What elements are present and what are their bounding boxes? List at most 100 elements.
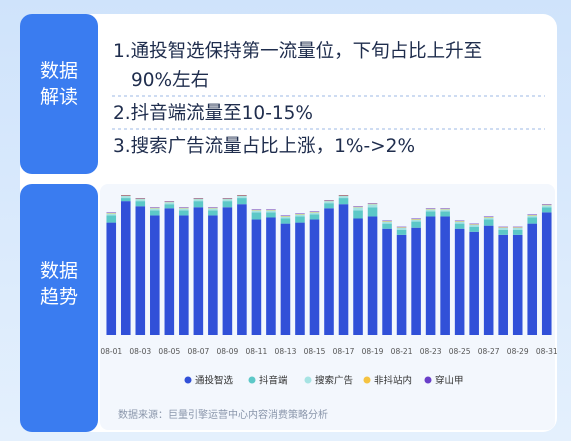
legend-swatch [304,376,312,384]
bar-segment [179,208,189,211]
bar-segment [150,207,160,209]
bar-segment [440,216,450,335]
bar-segment [179,207,189,208]
bar-segment [425,208,436,210]
bar-segment [454,220,465,222]
bar-segment [309,219,320,335]
bar-segment [338,195,349,197]
bar-segment [440,208,450,209]
bar-segment [440,208,450,210]
section-label: 趋势 [40,286,78,308]
x-tick-label: 08-17 [333,347,355,356]
bar-segment [324,201,334,204]
x-tick-label: 08-05 [158,347,180,356]
legend-label: 抖音端 [259,375,288,387]
bar-segment [353,206,363,207]
bar-segment [266,217,276,335]
x-tick-label: 08-07 [187,347,209,356]
bar-segment [280,215,291,217]
section-label: 解读 [40,86,78,108]
x-tick-label: 08-19 [362,347,384,356]
bar-segment [541,207,552,213]
bar-segment [309,212,320,215]
x-tick-label: 08-13 [275,347,297,356]
text-line: 2.抖音端流量至10-15% [113,103,313,124]
x-tick-label: 08-11 [246,347,268,356]
bar-segment [164,201,175,202]
bar-segment [367,216,378,335]
bar-segment [237,195,247,196]
bar-segment [367,204,378,208]
x-tick-label: 08-23 [420,347,442,356]
bar-segment [295,213,305,214]
text-line: 3.搜索广告流量占比上涨，1%->2% [113,136,415,157]
bar-segment [411,219,421,220]
section-label: 数据 [40,260,78,282]
bar-segment [280,215,291,216]
bar-segment [222,207,233,335]
bar-segment [164,202,175,205]
text-line: 90%左右 [131,70,209,91]
source-note: 数据来源：巨量引擎运营中心内容消费策略分析 [118,408,328,421]
bar-segment [222,201,233,208]
bar-segment [483,216,494,218]
bar-segment [541,204,552,205]
bar-segment [338,198,349,205]
bar-segment [353,218,363,335]
bar-segment [208,210,218,216]
bar-segment [237,195,247,197]
bar-segment [150,215,160,335]
bar-segment [512,227,523,228]
bar-segment [106,222,117,335]
bar-segment [324,200,334,201]
bar-segment [338,196,349,199]
legend-label: 通投智选 [195,375,234,387]
section-label: 数据 [40,60,78,82]
bar-segment [193,198,204,200]
bar-segment [382,221,392,222]
x-tick-label: 08-31 [536,347,558,356]
bar-segment [164,204,175,209]
bar-segment [527,223,538,335]
bar-segment [266,210,276,213]
bar-segment [135,201,146,207]
bar-segment [237,198,247,205]
x-tick-label: 08-29 [507,347,529,356]
bar-segment [120,201,131,335]
bar-segment [150,208,160,211]
bar-segment [324,208,334,335]
bar-segment [179,210,189,216]
bar-segment [208,208,218,211]
bar-segment [309,214,320,220]
bar-segment [396,234,407,335]
x-tick-label: 08-03 [129,347,151,356]
bar-segment [193,199,204,202]
bar-segment [512,227,523,230]
bar-segment [280,223,291,335]
bar-segment [469,223,479,225]
bar-segment [106,212,117,213]
bar-segment [425,209,436,212]
legend-label: 非抖站内 [374,375,412,387]
bar-segment [483,216,494,217]
bar-segment [498,227,508,230]
bar-segment [498,234,508,335]
bar-segment [295,222,305,335]
bar-segment [382,228,392,335]
text-line: 1.通投智选保持第一流量位，下旬占比上升至 [113,41,482,62]
bar-segment [353,206,363,208]
bar-segment [411,221,421,228]
bar-segment [266,209,276,211]
bar-segment [367,203,378,204]
bar-segment [411,218,421,220]
x-tick-label: 08-09 [216,347,238,356]
section-tab [20,14,98,174]
bar-segment [222,199,233,202]
bar-segment [469,224,479,225]
bar-segment [106,215,117,223]
bar-segment [164,201,175,203]
bar-segment [179,215,189,335]
bar-segment [324,203,334,209]
bar-segment [527,217,538,224]
